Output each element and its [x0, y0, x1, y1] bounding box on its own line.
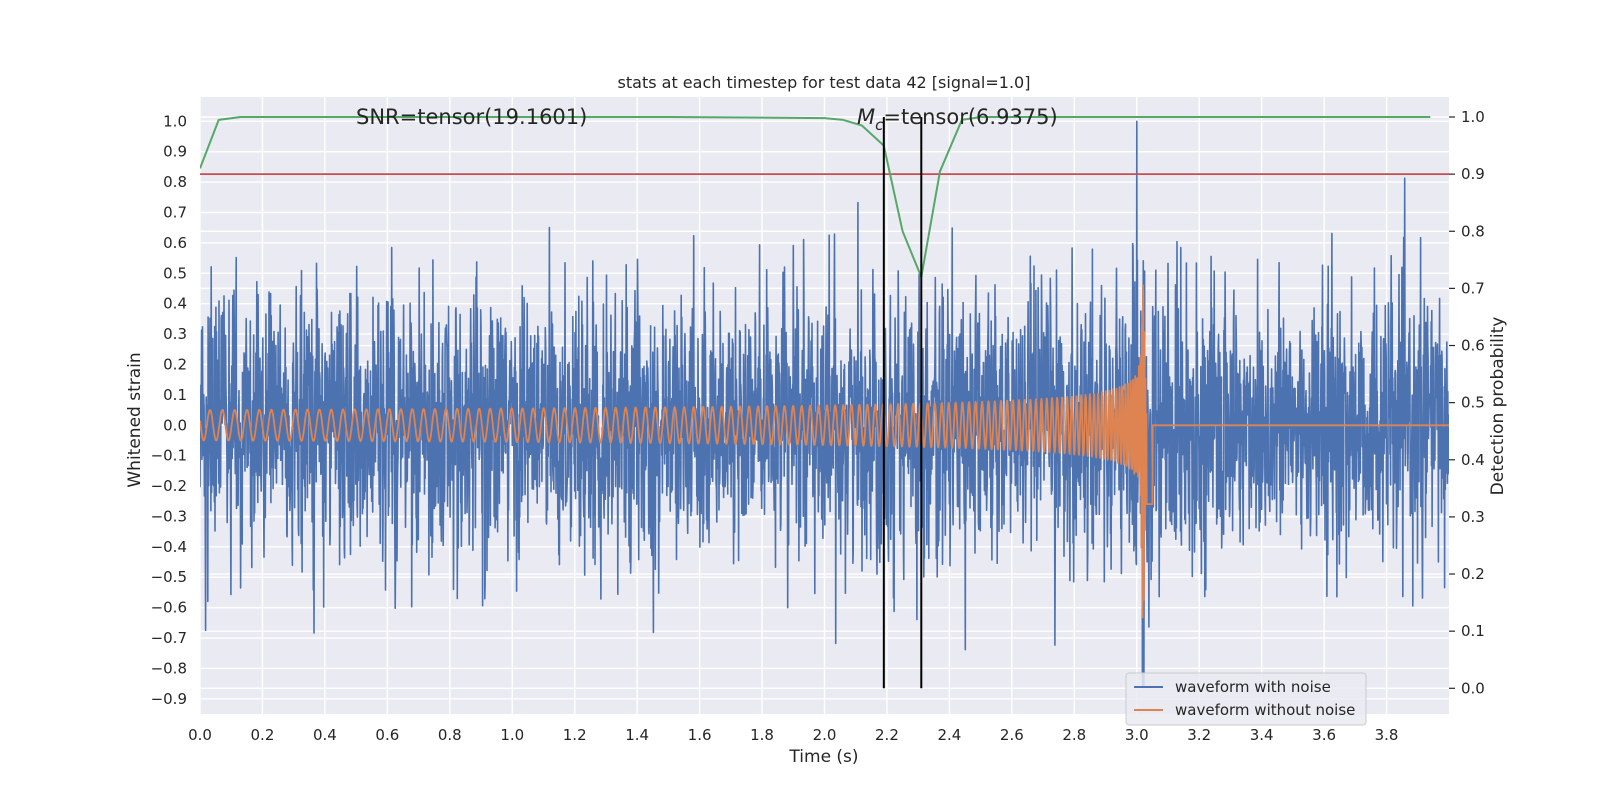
y-left-tick-label: −0.2 — [151, 477, 187, 495]
y-left-axis-label: Whitened strain — [125, 352, 145, 487]
y-left-tick-label: −0.8 — [151, 659, 187, 677]
x-tick-label: 0.0 — [188, 726, 212, 744]
series-waveform-with-noise — [200, 120, 1449, 689]
y-left-tick-labels: −0.9 −0.8 −0.7 −0.6 −0.5 −0.4 −0.3 −0.2 −0.1 0.0 0… — [151, 112, 187, 707]
x-tick-label: 3.0 — [1125, 726, 1149, 744]
x-tick-label: 1.8 — [750, 726, 774, 744]
chirp-mass-value: =tensor(6.9375) — [883, 105, 1057, 129]
x-tick-label: 0.2 — [251, 726, 275, 744]
x-tick-label: 2.8 — [1062, 726, 1086, 744]
vertical-markers — [882, 116, 923, 689]
y-left-tick-label: 0.7 — [163, 203, 187, 221]
y-right-tick-label: 0.7 — [1461, 279, 1485, 297]
chart-title: stats at each timestep for test data 42 … — [618, 73, 1031, 92]
y-right-tick-labels: 0.0 0.1 0.2 0.3 0.4 0.5 0.6 0.7 0.8 0.9 1.0 — [1449, 108, 1485, 697]
y-left-tick-label: 0.3 — [163, 325, 187, 343]
legend: waveform with noise waveform without noi… — [1125, 672, 1367, 726]
y-left-tick-label: 0.9 — [163, 143, 187, 161]
legend-label-noise: waveform with noise — [1175, 678, 1331, 696]
x-tick-label: 0.4 — [313, 726, 337, 744]
x-tick-label: 3.6 — [1312, 726, 1336, 744]
x-tick-label: 3.8 — [1375, 726, 1399, 744]
x-tick-label: 1.4 — [625, 726, 649, 744]
legend-box — [1125, 672, 1367, 726]
y-right-tick-label: 0.3 — [1461, 508, 1485, 526]
y-right-tick-label: 1.0 — [1461, 108, 1485, 126]
y-left-tick-label: 0.2 — [163, 355, 187, 373]
y-left-tick-label: −0.3 — [151, 507, 187, 525]
series-detection-probability — [200, 116, 1431, 278]
y-right-tick-label: 0.0 — [1461, 679, 1485, 697]
y-right-tick-label: 0.4 — [1461, 451, 1485, 469]
y-left-tick-label: 0.6 — [163, 234, 187, 252]
y-left-tick-label: 0.8 — [163, 173, 187, 191]
x-tick-label: 1.6 — [688, 726, 712, 744]
x-tick-labels: 0.0 0.2 0.4 0.6 0.8 1.0 1.2 1.4 1.6 1.8 2.0 2.2 2.4 2… — [188, 726, 1398, 744]
x-tick-label: 2.6 — [1000, 726, 1024, 744]
x-tick-label: 1.0 — [500, 726, 524, 744]
snr-annotation: SNR=tensor(19.1601) — [356, 105, 587, 129]
x-tick-label: 3.4 — [1250, 726, 1274, 744]
y-right-tick-label: 0.9 — [1461, 165, 1485, 183]
y-left-tick-label: −0.7 — [151, 629, 187, 647]
y-right-tick-label: 0.6 — [1461, 337, 1485, 355]
y-left-tick-label: −0.9 — [151, 690, 187, 708]
y-left-tick-label: −0.4 — [151, 538, 187, 556]
y-left-tick-label: 0.1 — [163, 386, 187, 404]
chirp-mass-subscript: c — [875, 116, 884, 134]
y-left-tick-label: 0.0 — [163, 416, 187, 434]
x-tick-label: 1.2 — [563, 726, 587, 744]
y-left-tick-label: −0.5 — [151, 568, 187, 586]
legend-label-clean: waveform without noise — [1175, 701, 1355, 719]
x-tick-label: 0.6 — [375, 726, 399, 744]
y-right-axis-label: Detection probability — [1488, 317, 1508, 496]
y-right-tick-label: 0.5 — [1461, 394, 1485, 412]
x-tick-label: 0.8 — [438, 726, 462, 744]
y-left-tick-label: 0.4 — [163, 295, 187, 313]
x-tick-label: 2.0 — [813, 726, 837, 744]
chirp-mass-symbol: M — [857, 105, 875, 129]
x-tick-label: 3.2 — [1187, 726, 1211, 744]
y-left-tick-label: −0.1 — [151, 447, 187, 465]
x-tick-label: 2.2 — [875, 726, 899, 744]
x-axis-label: Time (s) — [788, 747, 858, 767]
y-left-tick-label: 1.0 — [163, 112, 187, 130]
y-left-tick-label: −0.6 — [151, 599, 187, 617]
y-right-tick-label: 0.1 — [1461, 622, 1485, 640]
y-left-tick-label: 0.5 — [163, 264, 187, 282]
series-waveform-without-noise — [200, 284, 1449, 619]
y-right-tick-label: 0.8 — [1461, 222, 1485, 240]
x-tick-label: 2.4 — [937, 726, 961, 744]
chirp-mass-annotation: Mc=tensor(6.9375) — [857, 105, 1058, 134]
y-right-tick-label: 0.2 — [1461, 565, 1485, 583]
